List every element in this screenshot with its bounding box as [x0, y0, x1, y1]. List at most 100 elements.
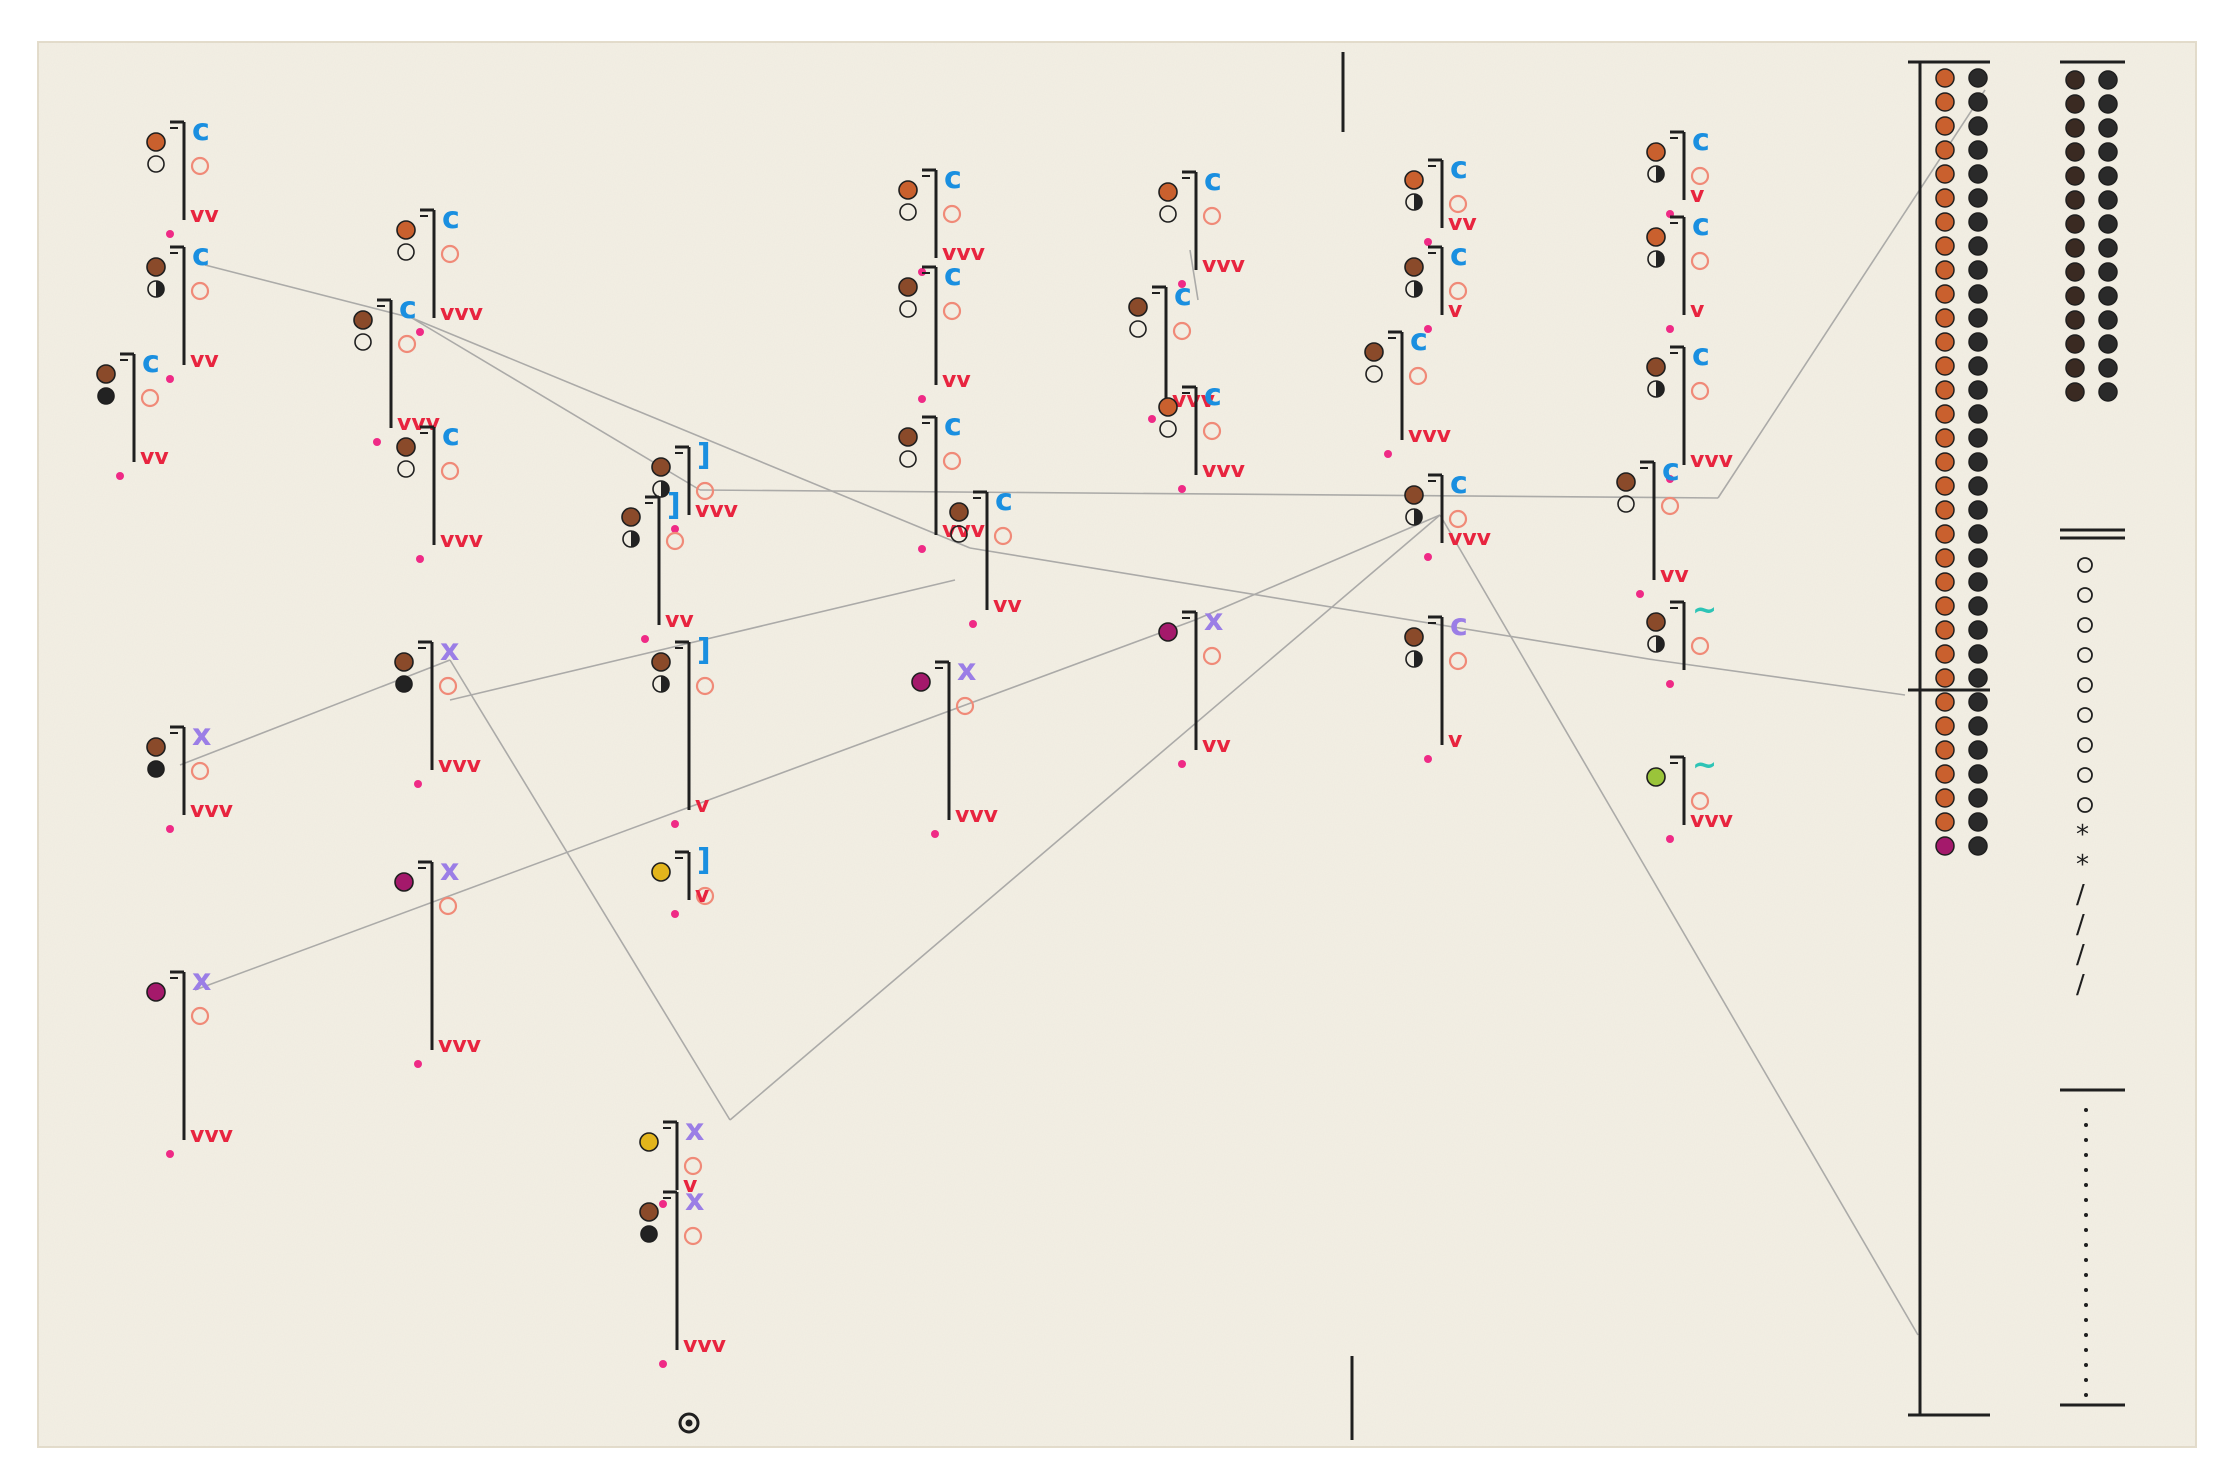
- group-glyph: c: [1692, 123, 1710, 158]
- paper-texture: [38, 42, 2196, 1447]
- pencil-line: [449, 659, 731, 1121]
- strip-a-dot-left: [1935, 356, 1955, 376]
- notation-group-g27: x vvv: [146, 963, 234, 1158]
- open-dot: [899, 203, 917, 221]
- salmon-circle: [942, 451, 962, 471]
- salmon-circle: [397, 334, 417, 354]
- strip-a-dot-right: [1968, 596, 1988, 616]
- notation-group-g25: x vvv: [394, 853, 482, 1068]
- strip-b-dot-left: [2065, 334, 2085, 354]
- strip-a-dot-right: [1968, 836, 1988, 856]
- salmon-circle: [1690, 251, 1710, 271]
- strip-b-dot-right: [2098, 94, 2118, 114]
- pencil-line: [729, 514, 1441, 1121]
- strip-b-open-circle: [2077, 647, 2093, 663]
- notation-group-g23: x vvv: [394, 633, 482, 788]
- strip-b-small-dot: [2084, 1168, 2088, 1172]
- pencil-line: [1654, 659, 1906, 696]
- strip-b-small-dot: [2084, 1123, 2088, 1127]
- salmon-circle: [438, 676, 458, 696]
- pink-end-dot: [641, 635, 649, 643]
- pink-end-dot: [1178, 280, 1186, 288]
- bottom-circle-dot: [685, 1419, 693, 1427]
- strip-b-small-dot: [2084, 1303, 2088, 1307]
- strip-b-small-dot: [2084, 1198, 2088, 1202]
- open-dot: [397, 460, 415, 478]
- pink-end-dot: [116, 472, 124, 480]
- staff-stem: [418, 860, 434, 1050]
- notation-group-g9: c vvv: [898, 408, 986, 553]
- notation-group-g28: x vv: [1158, 603, 1231, 768]
- staff-stem: [1670, 755, 1686, 825]
- pencil-line: [1439, 514, 1919, 1336]
- filled-dot: [394, 872, 414, 892]
- red-accent-marks: v: [1448, 298, 1463, 323]
- strip-b-dot-left: [2065, 310, 2085, 330]
- strip-a-dot-left: [1935, 380, 1955, 400]
- open-dot: [1617, 495, 1635, 513]
- red-accent-marks: v: [1448, 728, 1463, 753]
- salmon-circle: [695, 886, 715, 906]
- filled-dot: [146, 132, 166, 152]
- filled-dot: [396, 220, 416, 240]
- red-accent-marks: vv: [190, 348, 219, 373]
- filled-dot: [146, 737, 166, 757]
- red-accent-marks: v: [1690, 183, 1705, 208]
- group-glyph: x: [440, 853, 459, 888]
- red-accent-marks: vvv: [440, 301, 484, 326]
- group-glyph: c: [1692, 208, 1710, 243]
- notation-group-g33: ] vvv: [651, 438, 739, 533]
- group-glyph: x: [440, 633, 459, 668]
- strip-b-dot-left: [2065, 94, 2085, 114]
- group-glyph: x: [192, 718, 211, 753]
- open-dot: [147, 155, 165, 173]
- pink-end-dot: [416, 328, 424, 336]
- strip-a-dot-right: [1968, 476, 1988, 496]
- filled-dot: [639, 1202, 659, 1222]
- pink-end-dot: [414, 1060, 422, 1068]
- salmon-circle: [955, 696, 975, 716]
- filled-dot: [651, 652, 671, 672]
- staff-stem: [1428, 158, 1444, 228]
- strip-b-small-dot: [2084, 1318, 2088, 1322]
- strip-a-dot-left: [1935, 260, 1955, 280]
- red-accent-marks: vvv: [1408, 423, 1452, 448]
- strip-a-dot-right: [1968, 812, 1988, 832]
- half-dot-fill: [661, 676, 669, 692]
- staff-stem: [170, 120, 186, 220]
- strip-b-dot-right: [2098, 358, 2118, 378]
- pink-end-dot: [1148, 415, 1156, 423]
- strip-a-dot-left: [1935, 116, 1955, 136]
- salmon-circle: [1690, 381, 1710, 401]
- strip-a-dot-right: [1968, 92, 1988, 112]
- notation-group-g22: ~: [1646, 593, 1717, 688]
- strip-a-dot-right: [1968, 668, 1988, 688]
- group-glyph: c: [1410, 323, 1428, 358]
- strip-b-dot-left: [2065, 70, 2085, 90]
- strip-b-dot-right: [2098, 262, 2118, 282]
- strip-a-dot-right: [1968, 764, 1988, 784]
- salmon-circle: [1408, 366, 1428, 386]
- pink-end-dot: [1666, 475, 1674, 483]
- right-sequence-strip-a: [1908, 60, 1990, 1417]
- salmon-circle: [440, 461, 460, 481]
- half-dot-fill: [156, 281, 164, 297]
- salmon-circle: [1448, 651, 1468, 671]
- staff-stem: [675, 850, 691, 900]
- salmon-circle: [993, 526, 1013, 546]
- open-dot: [397, 243, 415, 261]
- open-dot: [354, 333, 372, 351]
- strip-a-dot-left: [1935, 572, 1955, 592]
- half-dot-fill: [1414, 509, 1422, 525]
- strip-b-dot-left: [2065, 382, 2085, 402]
- strip-b-dot-left: [2065, 238, 2085, 258]
- salmon-circle: [190, 761, 210, 781]
- open-dot: [950, 525, 968, 543]
- strip-a-dot-left: [1935, 476, 1955, 496]
- pink-end-dot: [166, 1150, 174, 1158]
- strip-a-dot-right: [1968, 692, 1988, 712]
- red-accent-marks: vvv: [1202, 253, 1246, 278]
- notation-group-g12: c vvv: [1128, 278, 1216, 423]
